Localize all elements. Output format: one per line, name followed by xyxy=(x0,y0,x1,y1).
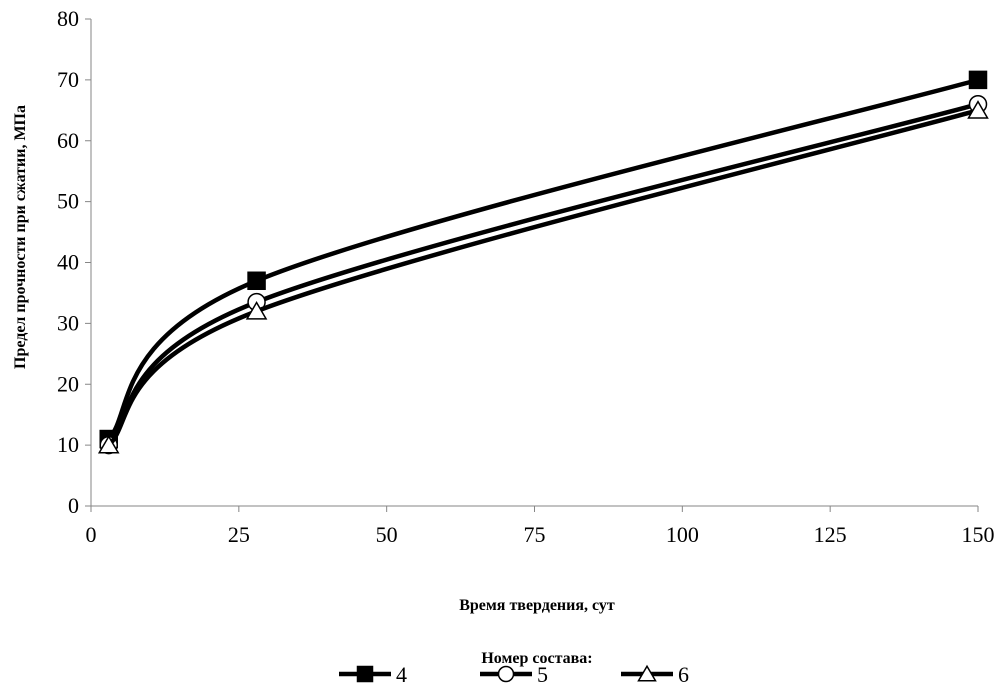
data-point xyxy=(967,100,989,119)
series-6 xyxy=(97,100,989,454)
x-tick-label: 125 xyxy=(814,522,847,547)
data-point xyxy=(245,301,268,320)
series-group xyxy=(97,70,989,455)
legend-item-4: 4 xyxy=(339,662,407,687)
y-tick-label: 20 xyxy=(57,371,79,396)
legend-label: 6 xyxy=(678,662,689,687)
y-tick-label: 50 xyxy=(57,189,79,214)
y-tick-label: 80 xyxy=(57,6,79,31)
y-tick-label: 10 xyxy=(57,432,79,457)
y-tick-label: 70 xyxy=(57,67,79,92)
y-tick-label: 0 xyxy=(68,493,79,518)
legend-title: Номер состава: xyxy=(481,650,592,667)
series-5 xyxy=(99,94,988,455)
axes xyxy=(90,19,978,507)
y-axis-title: Предел прочности при сжатии, МПа xyxy=(12,105,29,369)
legend-marker xyxy=(637,664,657,682)
x-tick-label: 150 xyxy=(962,522,995,547)
legend-label: 5 xyxy=(537,662,548,687)
legend-item-5: 5 xyxy=(480,662,548,687)
legend: 4 5 6 xyxy=(339,662,689,687)
x-axis-title: Время твердения, сут xyxy=(459,597,615,614)
x-tick-label: 100 xyxy=(666,522,699,547)
data-point xyxy=(968,70,988,90)
y-axis-ticks: 0 10 20 30 40 50 60 70 80 xyxy=(57,6,91,518)
legend-marker xyxy=(356,665,374,683)
legend-label: 4 xyxy=(396,662,407,687)
legend-marker xyxy=(497,665,515,683)
y-tick-label: 30 xyxy=(57,310,79,335)
series-line-4 xyxy=(106,77,981,442)
series-4 xyxy=(99,70,988,449)
x-tick-label: 0 xyxy=(86,522,97,547)
y-tick-label: 40 xyxy=(57,250,79,275)
y-tick-label: 60 xyxy=(57,128,79,153)
x-tick-label: 25 xyxy=(228,522,250,547)
legend-item-6: 6 xyxy=(621,662,689,687)
data-point xyxy=(247,271,266,291)
series-line-6 xyxy=(106,108,981,448)
x-tick-label: 50 xyxy=(376,522,398,547)
x-tick-label: 75 xyxy=(524,522,546,547)
data-point xyxy=(97,434,120,454)
x-axis-ticks: 0 25 50 75 100 125 150 xyxy=(86,506,995,547)
series-line-5 xyxy=(106,101,981,448)
